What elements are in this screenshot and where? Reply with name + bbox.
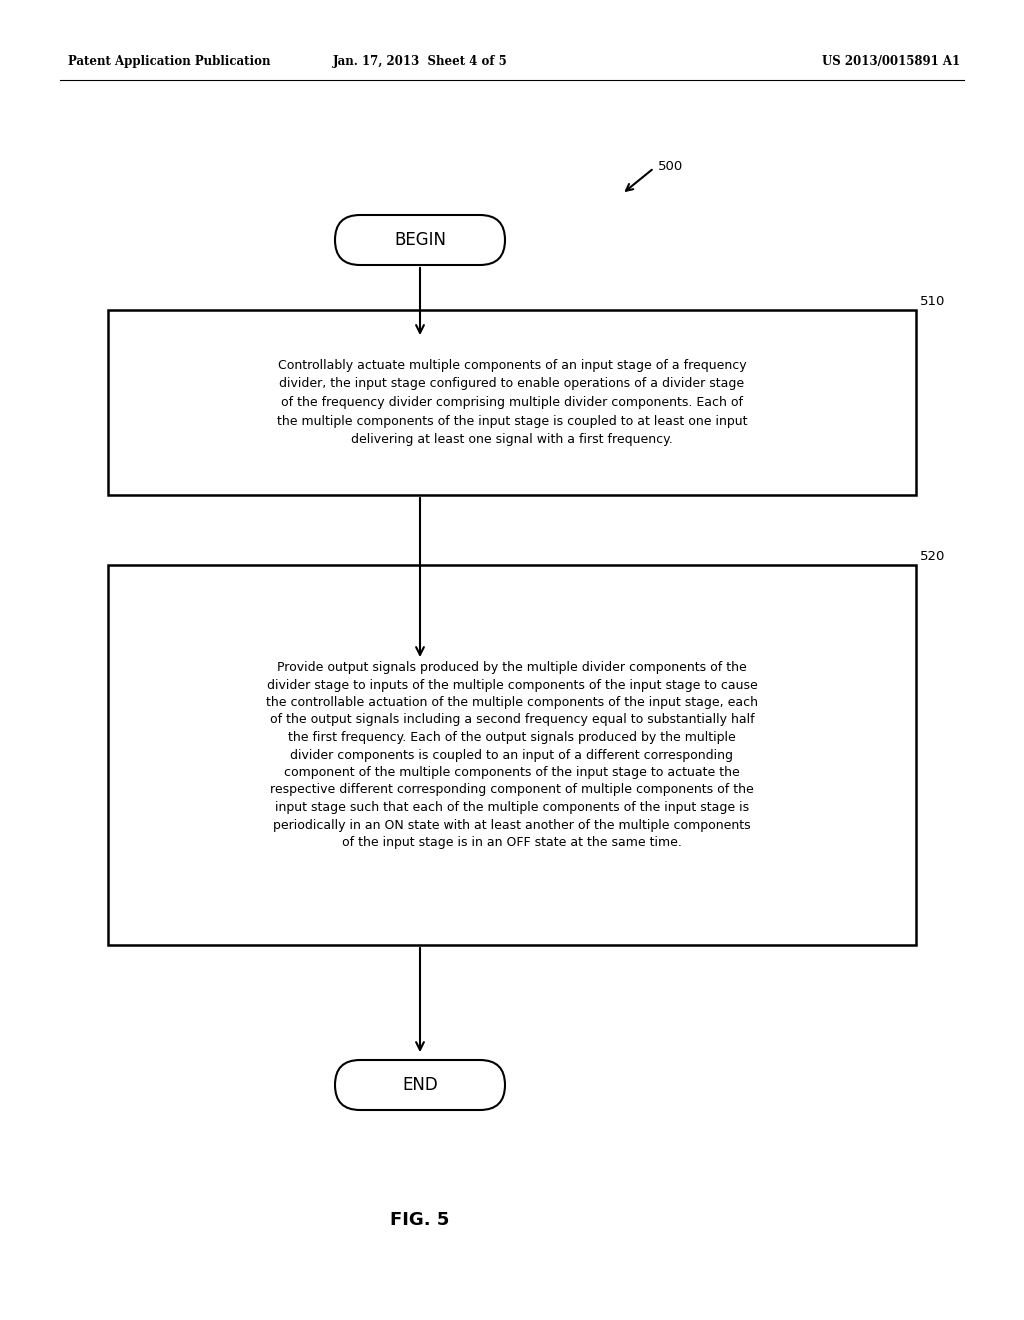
Text: FIG. 5: FIG. 5 — [390, 1210, 450, 1229]
Text: 510: 510 — [920, 294, 945, 308]
FancyBboxPatch shape — [335, 215, 505, 265]
Text: END: END — [402, 1076, 438, 1094]
Text: Patent Application Publication: Patent Application Publication — [68, 55, 270, 69]
Text: 520: 520 — [920, 550, 945, 564]
Text: BEGIN: BEGIN — [394, 231, 446, 249]
Text: Controllably actuate multiple components of an input stage of a frequency
divide: Controllably actuate multiple components… — [276, 359, 748, 446]
FancyBboxPatch shape — [335, 1060, 505, 1110]
Text: US 2013/0015891 A1: US 2013/0015891 A1 — [822, 55, 961, 69]
Text: 500: 500 — [658, 160, 683, 173]
FancyBboxPatch shape — [108, 310, 916, 495]
Text: Jan. 17, 2013  Sheet 4 of 5: Jan. 17, 2013 Sheet 4 of 5 — [333, 55, 507, 69]
Text: Provide output signals produced by the multiple divider components of the
divide: Provide output signals produced by the m… — [266, 661, 758, 849]
FancyBboxPatch shape — [108, 565, 916, 945]
